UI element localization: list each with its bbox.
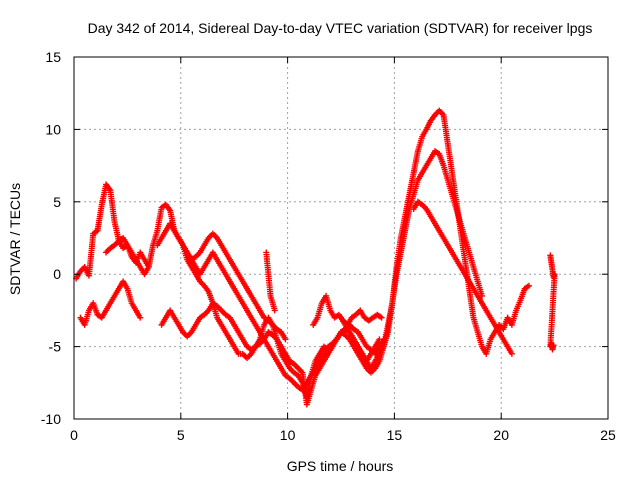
- y-tick-label: 15: [45, 49, 61, 65]
- data-point: [378, 314, 385, 321]
- data-point: [380, 336, 387, 343]
- tick-labels: 0 5 10 15 20 25 -10 -5 0 5 10 15: [41, 49, 616, 443]
- series-trace-f: [547, 252, 558, 353]
- y-tick-label: -5: [49, 339, 62, 355]
- x-tick-label: 15: [387, 427, 403, 443]
- y-axis-label: SDTVAR / TECUs: [7, 183, 23, 295]
- x-tick-label: 0: [70, 427, 78, 443]
- chart-title: Day 342 of 2014, Sidereal Day-to-day VTE…: [88, 20, 593, 36]
- x-tick-label: 5: [177, 427, 185, 443]
- series-trace-c: [103, 198, 515, 365]
- x-axis-label: GPS time / hours: [287, 458, 394, 474]
- data-point: [137, 314, 144, 321]
- data-point: [271, 307, 278, 314]
- series-trace-d: [154, 220, 387, 394]
- plot-frame: [73, 56, 609, 420]
- grid-lines: [74, 57, 608, 419]
- x-tick-label: 25: [600, 427, 616, 443]
- y-tick-label: -10: [41, 411, 61, 427]
- data-point: [145, 263, 152, 270]
- data-points: [73, 107, 558, 408]
- x-tick-label: 10: [280, 427, 296, 443]
- y-tick-label: 0: [53, 266, 61, 282]
- data-point: [525, 282, 532, 289]
- y-tick-label: 10: [45, 121, 61, 137]
- data-point: [550, 342, 557, 349]
- series-trace-e: [263, 249, 385, 328]
- data-point: [508, 350, 515, 357]
- axis-ticks: [73, 56, 609, 420]
- data-point: [282, 336, 289, 343]
- series-trace-b: [77, 148, 485, 408]
- x-tick-label: 20: [493, 427, 509, 443]
- y-tick-label: 5: [53, 194, 61, 210]
